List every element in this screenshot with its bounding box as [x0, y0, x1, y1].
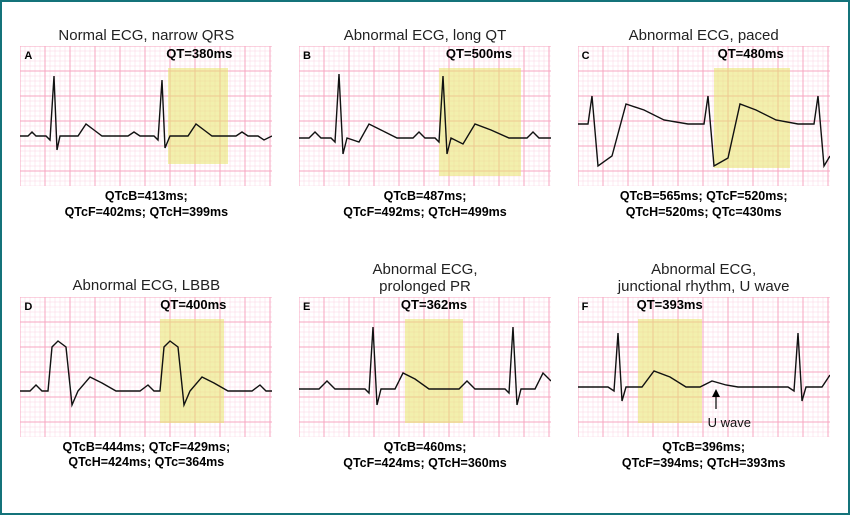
ecg-svg [578, 46, 830, 186]
ecg-panel-e: Abnormal ECG,prolonged PR E QT=362ms QTcB=4… [291, 261, 560, 506]
panel-caption: QTcB=396ms;QTcF=394ms; QTcH=393ms [622, 440, 786, 471]
panel-caption: QTcB=487ms;QTcF=492ms; QTcH=499ms [343, 189, 507, 220]
panel-caption: QTcB=460ms;QTcF=424ms; QTcH=360ms [343, 440, 507, 471]
panel-caption: QTcB=444ms; QTcF=429ms;QTcH=424ms; QTc=3… [62, 440, 230, 471]
panel-title: Abnormal ECG,prolonged PR [372, 261, 477, 296]
qt-annotation: QT=500ms [439, 46, 519, 64]
chart-area: C QT=480ms [578, 46, 830, 186]
ecg-svg [20, 297, 272, 437]
qt-annotation: QT=480ms [714, 46, 788, 64]
panel-letter: B [303, 50, 311, 62]
panel-title: Abnormal ECG, paced [629, 10, 779, 44]
ecg-svg [299, 46, 551, 186]
chart-area: F QT=393ms U wave [578, 297, 830, 437]
qt-label: QT=393ms [637, 297, 703, 312]
panel-letter: D [24, 301, 32, 313]
chart-area: D QT=400ms [20, 297, 272, 437]
qt-annotation: QT=393ms [637, 297, 703, 315]
panel-caption: QTcB=565ms; QTcF=520ms;QTcH=520ms; QTc=4… [620, 189, 788, 220]
qt-label: QT=380ms [166, 46, 232, 61]
panel-title: Abnormal ECG, LBBB [73, 261, 221, 295]
qt-annotation: QT=362ms [401, 297, 467, 315]
panel-title: Abnormal ECG,junctional rhythm, U wave [618, 261, 790, 296]
panel-letter: F [582, 301, 589, 313]
ecg-svg [20, 46, 272, 186]
qt-label: QT=480ms [718, 46, 784, 61]
ecg-panel-a: Normal ECG, narrow QRS A QT=380ms QTcB=413m… [12, 10, 281, 255]
qt-label: QT=500ms [446, 46, 512, 61]
qt-label: QT=400ms [160, 297, 226, 312]
panel-letter: A [24, 50, 32, 62]
chart-area: E QT=362ms [299, 297, 551, 437]
ecg-panel-d: Abnormal ECG, LBBB D QT=400ms QTcB=444ms; Q… [12, 261, 281, 506]
ecg-panel-b: Abnormal ECG, long QT B QT=500ms QTcB=487ms… [291, 10, 560, 255]
panel-letter: E [303, 301, 310, 313]
panel-title: Normal ECG, narrow QRS [58, 10, 234, 44]
panel-caption: QTcB=413ms;QTcF=402ms; QTcH=399ms [65, 189, 229, 220]
chart-area: B QT=500ms [299, 46, 551, 186]
ecg-panel-c: Abnormal ECG, paced C QT=480ms QTcB=565ms; … [569, 10, 838, 255]
panel-letter: C [582, 50, 590, 62]
ecg-panel-grid: Normal ECG, narrow QRS A QT=380ms QTcB=413m… [12, 10, 838, 505]
panel-title: Abnormal ECG, long QT [344, 10, 507, 44]
ecg-panel-f: Abnormal ECG,junctional rhythm, U wave F Q… [569, 261, 838, 506]
ecg-svg [578, 297, 830, 437]
qt-label: QT=362ms [401, 297, 467, 312]
chart-area: A QT=380ms [20, 46, 272, 186]
u-wave-label: U wave [708, 415, 751, 430]
qt-annotation: QT=400ms [160, 297, 226, 315]
ecg-svg [299, 297, 551, 437]
qt-annotation: QT=380ms [165, 46, 233, 64]
